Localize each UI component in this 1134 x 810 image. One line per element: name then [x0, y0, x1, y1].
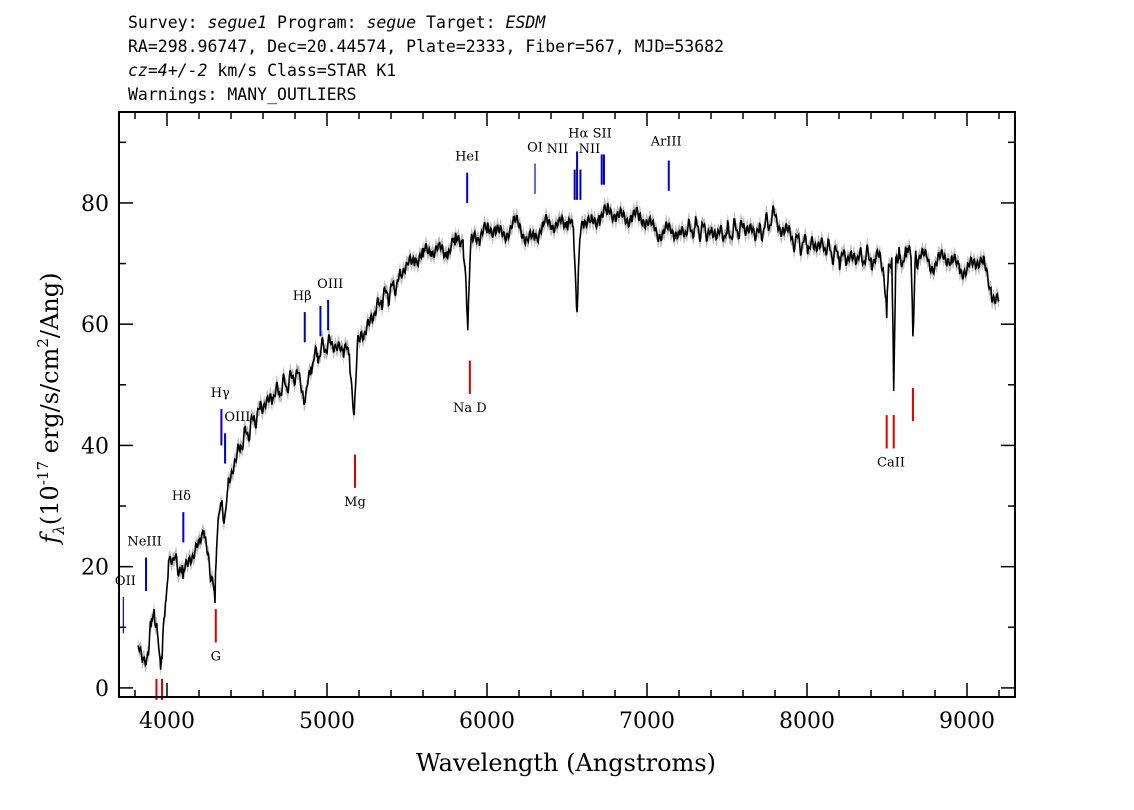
x-tick-label-2: 6000: [459, 709, 515, 734]
class-text: km/s Class=STAR K1: [207, 61, 397, 80]
absorption-label-3: Mg: [344, 495, 366, 510]
y-tick-label-1: 20: [81, 556, 109, 581]
emission-label-5: Hβ: [293, 289, 312, 304]
y-label-unit-b: /Ang): [36, 273, 64, 339]
emission-label-11: Hα: [568, 126, 588, 141]
emission-label-13: SII: [593, 126, 612, 141]
emission-label-1: NeIII: [127, 534, 161, 549]
x-tick-label-5: 9000: [939, 709, 995, 734]
target-label: Target:: [416, 13, 506, 32]
emission-label-4: OIII: [224, 410, 250, 425]
absorption-label-2: G: [211, 650, 221, 665]
spectrum-group: [137, 195, 1000, 677]
y-label-unit-exp: 2: [34, 338, 52, 348]
emission-label-12: NII: [579, 142, 601, 157]
y-label-unit-a: erg/s/cm: [36, 347, 64, 461]
y-label-paren: (10: [36, 485, 64, 525]
header-line-4: Warnings: MANY_OUTLIERS: [128, 85, 357, 104]
y-label-exponent: -17: [34, 461, 52, 485]
target-value: ESDM: [505, 13, 546, 32]
y-label-lambda: λ: [50, 525, 68, 536]
absorption-label-4: Na D: [453, 401, 487, 416]
emission-label-3: Hγ: [211, 386, 230, 401]
emission-label-2: Hδ: [172, 489, 191, 504]
redshift-value: cz=4+/-2: [128, 61, 208, 80]
spectrum-line: [137, 202, 1000, 670]
survey-value: segue1: [207, 13, 268, 32]
survey-label: Survey:: [128, 13, 208, 32]
y-tick-label-0: 0: [95, 677, 109, 702]
x-tick-label-3: 7000: [619, 709, 675, 734]
header-line-3: cz=4+/-2 km/s Class=STAR K1: [128, 60, 396, 82]
y-tick-label-2: 40: [81, 434, 109, 459]
emission-label-15: ArIII: [650, 134, 682, 149]
y-tick-label-4: 80: [81, 192, 109, 217]
error-band: [138, 195, 999, 677]
header-line-2: RA=298.96747, Dec=20.44574, Plate=2333, …: [128, 37, 725, 56]
y-axis-label: fλ(10-17 erg/s/cm2/Ang): [34, 273, 68, 546]
program-value: segue: [366, 13, 417, 32]
absorption-label-5: CaII: [877, 456, 905, 471]
plot-frame: [118, 111, 1016, 698]
x-tick-label-4: 8000: [779, 709, 835, 734]
emission-label-10: NII: [547, 142, 569, 157]
x-tick-label-0: 4000: [139, 709, 195, 734]
emission-label-8: HeI: [455, 149, 479, 164]
x-tick-label-1: 5000: [299, 709, 355, 734]
program-label: Program:: [267, 13, 367, 32]
emission-label-0: OII: [115, 574, 136, 589]
emission-label-6: OIII: [317, 277, 343, 292]
ticks-layer: 4000 5000 6000 7000 8000 9000 0 20 40 60 80: [81, 112, 1015, 734]
y-tick-label-3: 60: [81, 313, 109, 338]
header-line-1: Survey: segue1 Program: segue Target: ES…: [128, 12, 545, 34]
emission-label-9: OI: [527, 140, 543, 155]
x-axis-label: Wavelength (Angstroms): [416, 749, 716, 777]
